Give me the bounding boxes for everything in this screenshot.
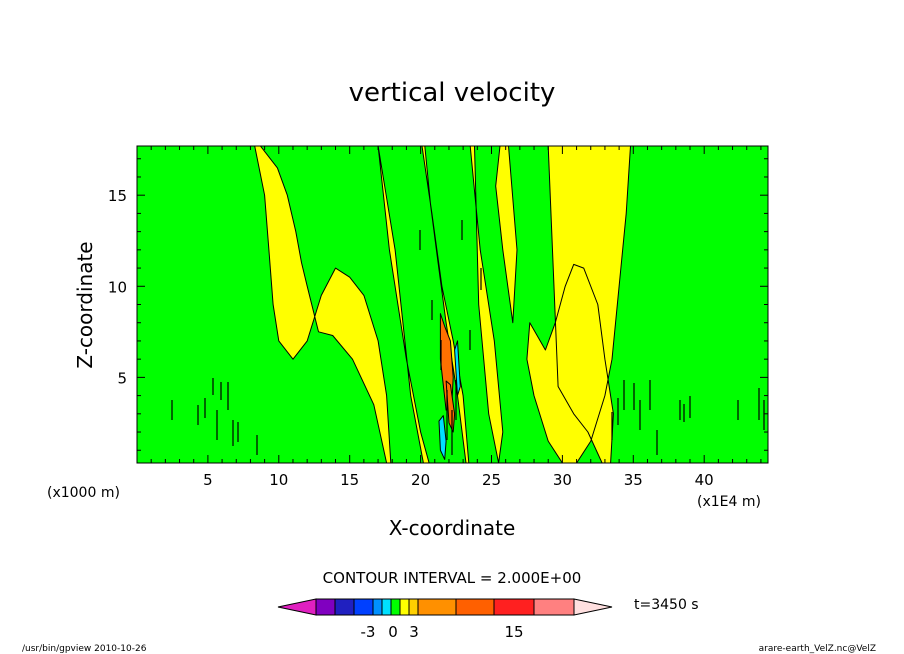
y-tick-label: 15 — [108, 187, 127, 205]
colorbar-segment — [417, 598, 457, 616]
x-scale-note: (x1E4 m) — [697, 494, 761, 510]
colorbar-segment — [381, 598, 392, 616]
x-tick-label: 10 — [269, 471, 288, 489]
x-tick-label: 30 — [553, 471, 572, 489]
colorbar-tick-label: -3 — [361, 623, 376, 641]
contour-region-positive — [469, 146, 504, 463]
y-axis-ticks: 5 10 15 — [108, 158, 768, 451]
contour-region-positive — [495, 146, 518, 324]
contour-region-positive — [254, 146, 392, 463]
x-tick-label: 5 — [203, 471, 213, 489]
colorbar-segment — [455, 598, 495, 616]
chart-title: vertical velocity — [349, 78, 556, 108]
colorbar-end-low — [277, 598, 317, 616]
colorbar-segment — [315, 598, 336, 616]
x-tick-label: 25 — [482, 471, 501, 489]
colorbar-end-high — [573, 598, 613, 616]
colorbar-segment — [408, 598, 419, 616]
colorbar-segment — [372, 598, 383, 616]
footer-right: arare-earth_VelZ.nc@VelZ — [759, 644, 876, 654]
contour-interval-label: CONTOUR INTERVAL = 2.000E+00 — [323, 569, 582, 587]
contour-regions — [254, 146, 631, 463]
contour-region-positive — [377, 146, 430, 463]
x-tick-label: 40 — [695, 471, 714, 489]
colorbar — [277, 598, 613, 616]
footer-left: /usr/bin/gpview 2010-10-26 — [22, 644, 147, 654]
plot-area: 5 10 15 20 25 30 35 40 5 10 15 — [108, 145, 769, 489]
x-tick-label: 35 — [624, 471, 643, 489]
colorbar-tick-label: 0 — [388, 623, 398, 641]
contour-region-negative — [438, 415, 447, 460]
colorbar-tick-label: 3 — [409, 623, 419, 641]
colorbar-segment — [390, 598, 401, 616]
x-axis-label: X-coordinate — [389, 516, 516, 540]
contour-streaks — [171, 220, 765, 455]
y-axis-label: Z-coordinate — [73, 241, 97, 368]
x-axis-ticks: 5 10 15 20 25 30 35 40 — [150, 146, 762, 489]
colorbar-segment — [493, 598, 535, 616]
colorbar-tick-labels: -3 0 3 15 — [361, 623, 524, 641]
contour-region-positive — [526, 146, 631, 463]
x-unit-note: (x1000 m) — [47, 485, 120, 501]
x-tick-label: 20 — [411, 471, 430, 489]
colorbar-segment — [533, 598, 575, 616]
colorbar-segment — [399, 598, 410, 616]
time-label: t=3450 s — [634, 597, 699, 613]
y-tick-label: 5 — [117, 369, 127, 387]
y-tick-label: 10 — [108, 278, 127, 296]
x-tick-label: 15 — [340, 471, 359, 489]
colorbar-segment — [334, 598, 355, 616]
colorbar-segment — [353, 598, 374, 616]
colorbar-tick-label: 15 — [504, 623, 523, 641]
